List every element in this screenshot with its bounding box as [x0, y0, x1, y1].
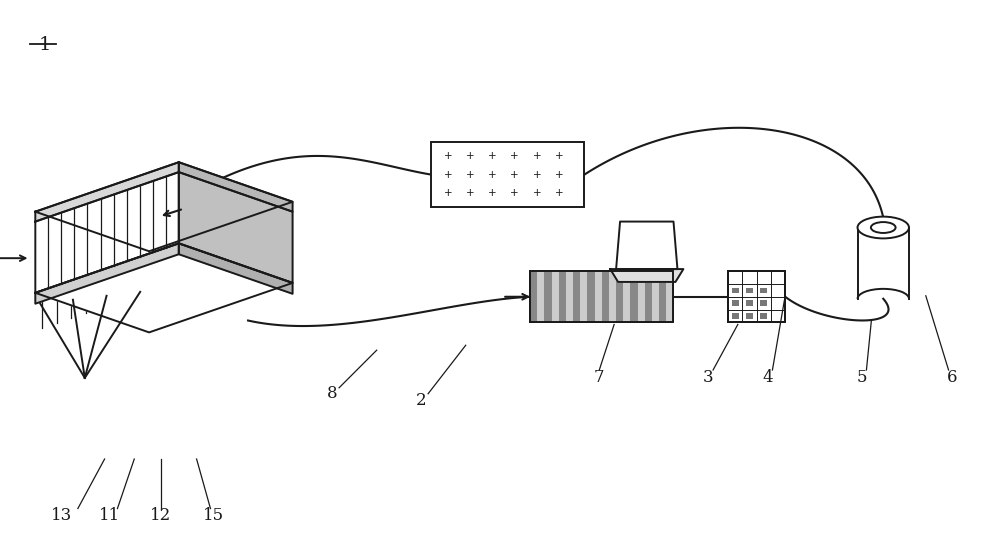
Text: 12: 12 [150, 507, 172, 525]
Text: +: + [533, 170, 541, 180]
Bar [623, 271, 630, 322]
Text: +: + [466, 152, 474, 161]
Bar [530, 271, 673, 322]
Text: 2: 2 [416, 392, 427, 409]
Polygon shape [35, 162, 179, 222]
Bar [760, 300, 767, 306]
Bar [732, 314, 739, 319]
Bar [666, 271, 673, 322]
Text: +: + [533, 188, 541, 198]
Text: 15: 15 [203, 507, 224, 525]
Bar [746, 288, 753, 293]
Text: +: + [555, 170, 564, 180]
Text: +: + [466, 188, 474, 198]
Polygon shape [616, 222, 677, 269]
Bar [659, 271, 666, 322]
Text: 4: 4 [762, 369, 773, 386]
Text: 13: 13 [51, 507, 73, 525]
Bar [746, 314, 753, 319]
Bar [760, 288, 767, 293]
Polygon shape [179, 162, 293, 212]
Text: 1: 1 [38, 36, 51, 53]
Bar [609, 271, 616, 322]
Bar [544, 271, 552, 322]
Bar [573, 271, 580, 322]
Polygon shape [35, 162, 293, 251]
Text: 5: 5 [856, 369, 867, 386]
Polygon shape [610, 269, 683, 282]
Bar [746, 300, 753, 306]
Text: +: + [488, 188, 497, 198]
Bar [587, 271, 595, 322]
Text: 6: 6 [947, 369, 958, 386]
Bar [602, 271, 609, 322]
Bar [559, 271, 566, 322]
Text: +: + [533, 152, 541, 161]
Text: 11: 11 [99, 507, 120, 525]
Bar [537, 271, 544, 322]
Bar [728, 271, 785, 322]
Text: +: + [510, 188, 519, 198]
Bar [431, 142, 584, 207]
Ellipse shape [858, 217, 909, 239]
Text: +: + [488, 170, 497, 180]
Text: +: + [555, 188, 564, 198]
Text: +: + [444, 170, 452, 180]
Bar [630, 271, 638, 322]
Bar [728, 271, 785, 322]
Bar [638, 271, 645, 322]
Polygon shape [179, 172, 293, 283]
Bar [530, 271, 673, 322]
Bar [760, 314, 767, 319]
Text: 3: 3 [703, 369, 713, 386]
Polygon shape [35, 244, 293, 332]
Ellipse shape [871, 222, 896, 233]
Text: +: + [488, 152, 497, 161]
Polygon shape [35, 172, 179, 293]
Text: +: + [444, 152, 452, 161]
Bar [616, 271, 623, 322]
Bar [645, 271, 652, 322]
Bar [580, 271, 587, 322]
Bar [530, 271, 537, 322]
Text: +: + [510, 152, 519, 161]
Bar [552, 271, 559, 322]
Polygon shape [35, 244, 179, 304]
Text: +: + [444, 188, 452, 198]
Text: +: + [466, 170, 474, 180]
Text: +: + [555, 152, 564, 161]
Bar [652, 271, 659, 322]
Text: +: + [510, 170, 519, 180]
Bar [595, 271, 602, 322]
Bar [732, 288, 739, 293]
Text: 7: 7 [594, 369, 605, 386]
Polygon shape [179, 244, 293, 294]
Bar [732, 300, 739, 306]
Text: 8: 8 [327, 385, 337, 402]
Bar [566, 271, 573, 322]
